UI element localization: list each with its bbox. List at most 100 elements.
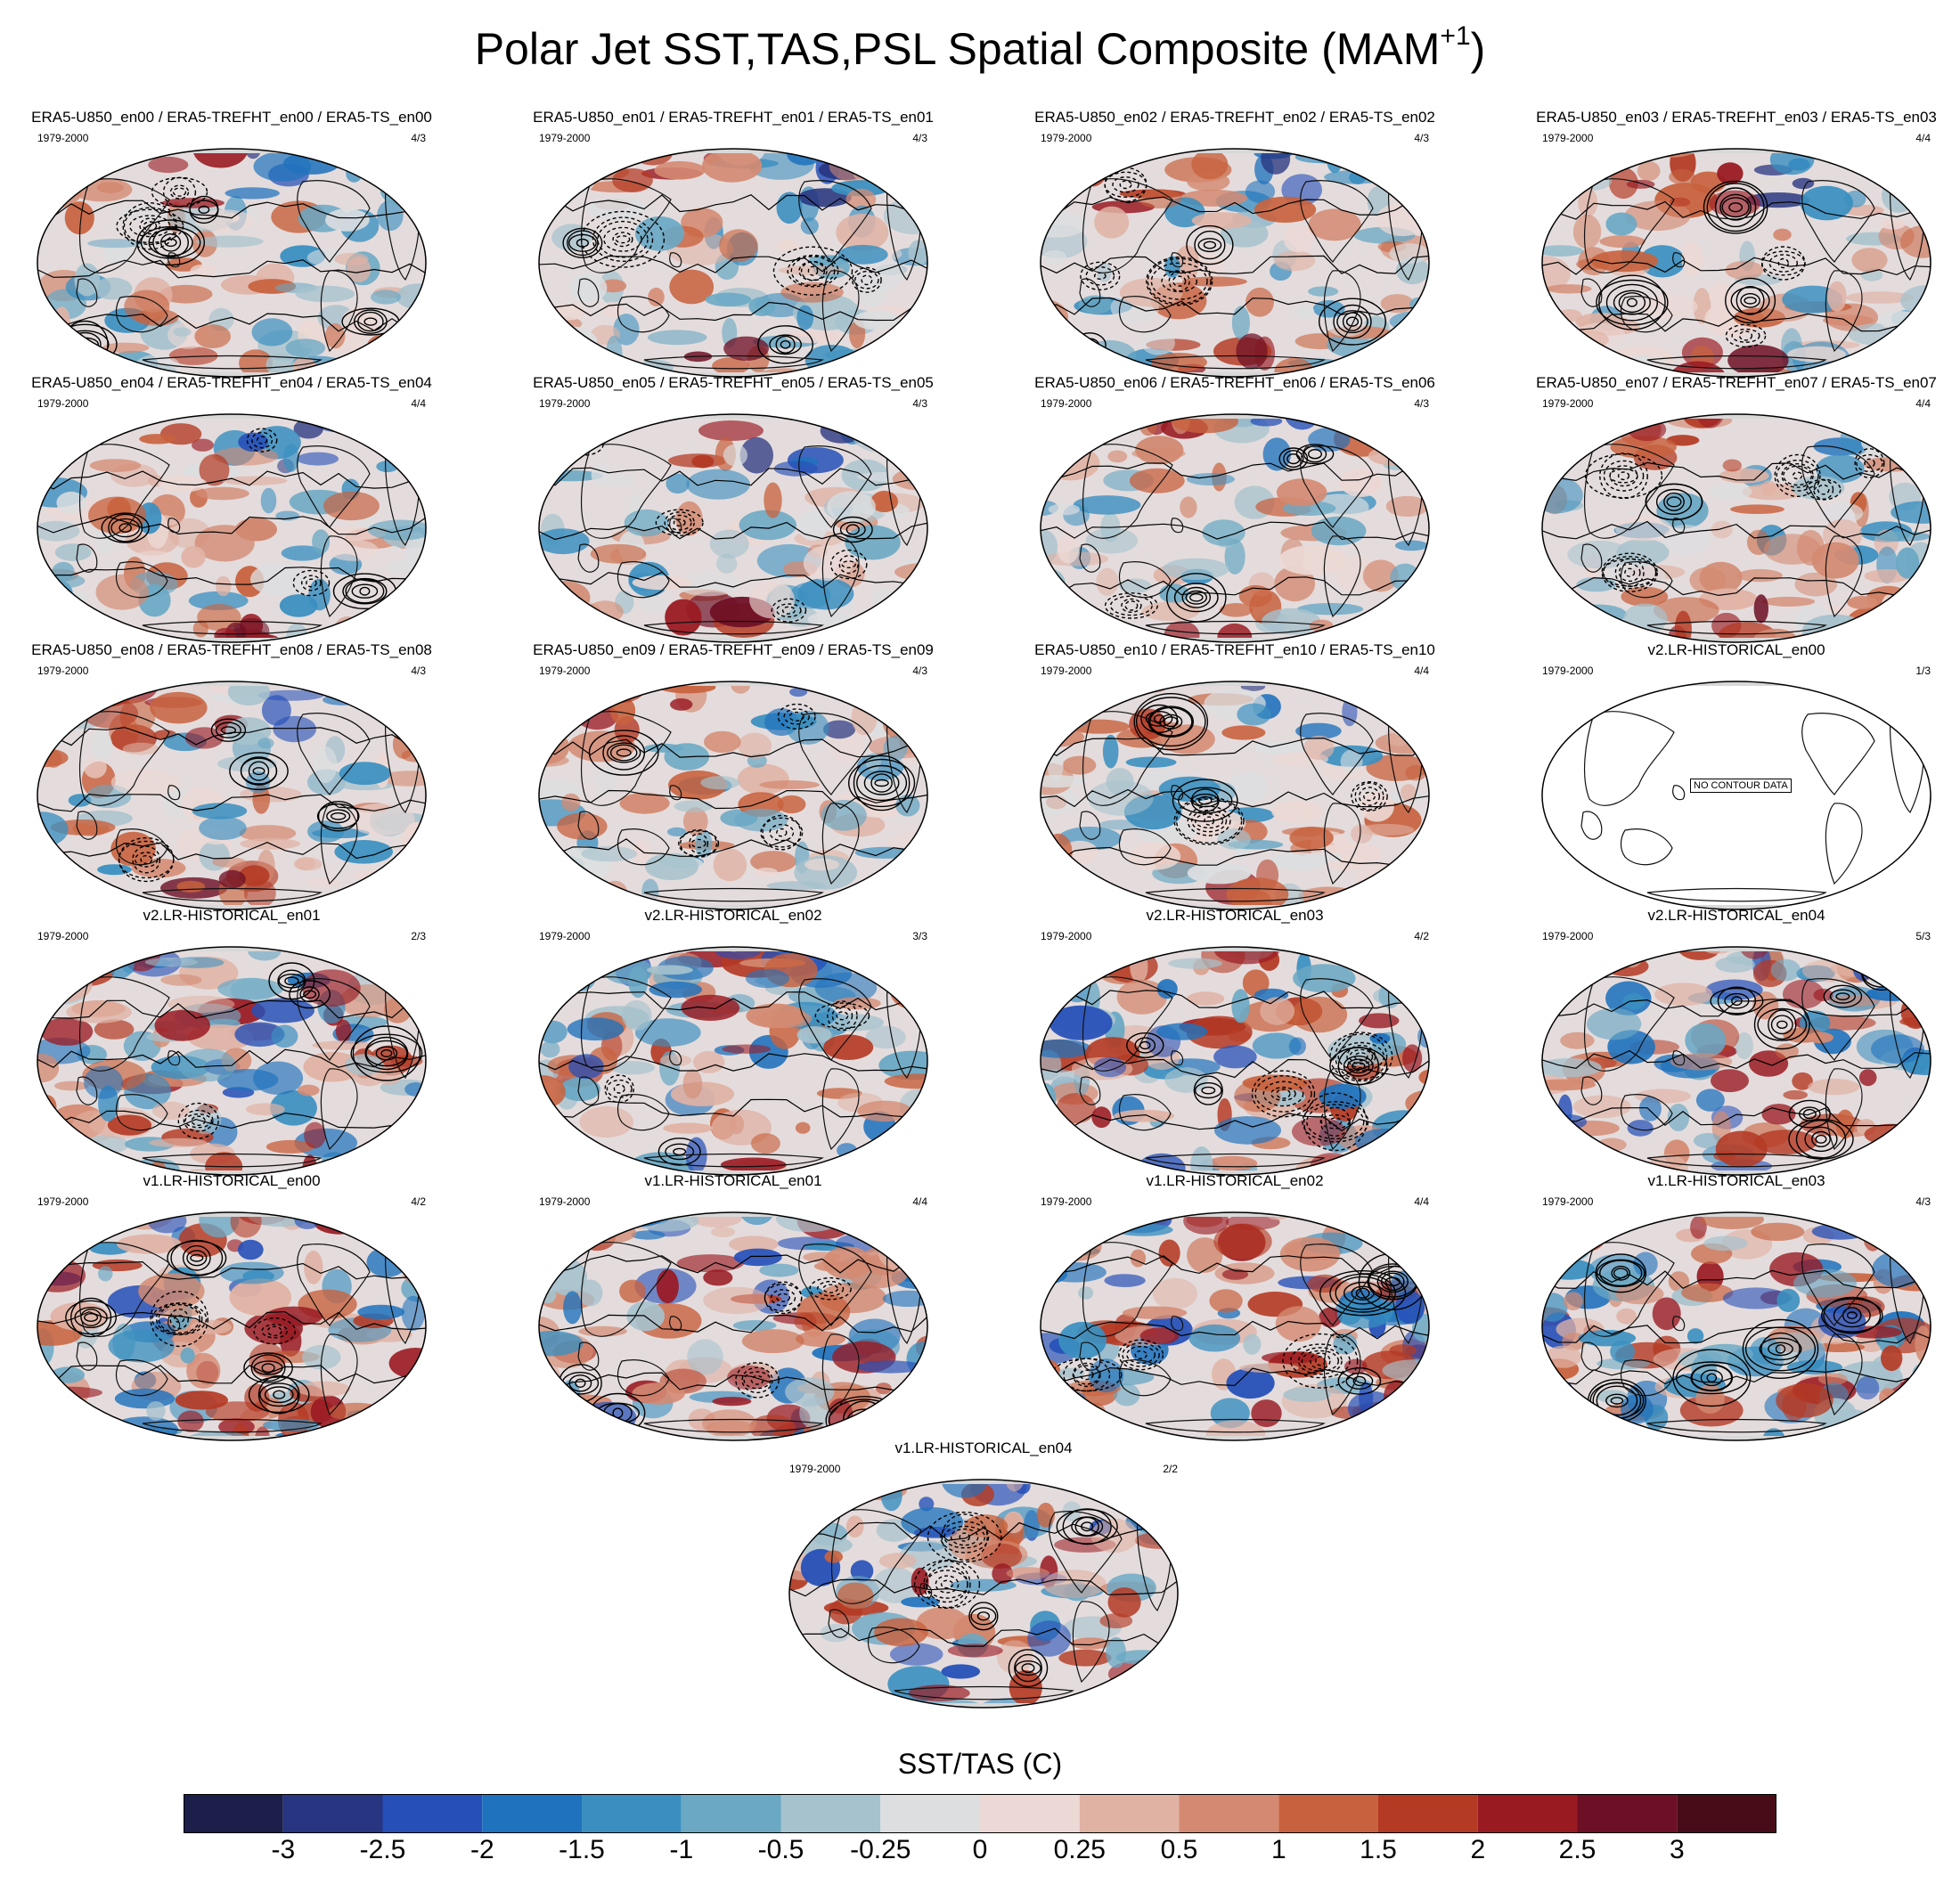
panel-title: v2.LR-HISTORICAL_en02 (644, 907, 822, 924)
colorbar-labels: -3 -2.5 -2 -1.5 -1 -0.5 -0.25 0 0.25 0.5 1 1.5 2 2.5 3 (0, 1835, 1960, 1871)
panel-period: 1979-2000 (37, 930, 89, 942)
colorbar-tick-label: -0.5 (757, 1835, 804, 1864)
world-map (37, 946, 427, 1176)
panel-ratio: 2/3 (411, 930, 426, 942)
panel-ratio: 4/3 (1414, 132, 1429, 144)
map-panel: ERA5-U850_en09 / ERA5-TREFHT_en09 / ERA5… (502, 641, 965, 910)
world-map (788, 1479, 1179, 1709)
colorbar-swatch (980, 1795, 1080, 1832)
panel-title: ERA5-U850_en02 / ERA5-TREFHT_en02 / ERA5… (1034, 109, 1435, 126)
panel-period: 1979-2000 (1542, 665, 1594, 677)
panel-ratio: 1/3 (1915, 665, 1931, 677)
panel-period: 1979-2000 (37, 665, 89, 677)
panel-title: ERA5-U850_en04 / ERA5-TREFHT_en04 / ERA5… (31, 374, 432, 391)
colorbar-swatch (1477, 1795, 1578, 1832)
colorbar-swatch (1278, 1795, 1378, 1832)
panel-period: 1979-2000 (539, 397, 591, 410)
panel-title: v2.LR-HISTORICAL_en04 (1647, 907, 1825, 924)
colorbar-tick-label: -3 (271, 1835, 296, 1864)
panel-period: 1979-2000 (1542, 397, 1594, 410)
world-map (37, 681, 427, 910)
colorbar-swatch (1378, 1795, 1478, 1832)
panel-title: v2.LR-HISTORICAL_en01 (143, 907, 321, 924)
panel-ratio: 3/3 (912, 930, 927, 942)
panel-title: ERA5-U850_en09 / ERA5-TREFHT_en09 / ERA5… (533, 641, 934, 658)
colorbar-swatch (681, 1795, 781, 1832)
panel-title: v1.LR-HISTORICAL_en00 (143, 1172, 321, 1189)
world-map (1541, 413, 1931, 643)
panel-ratio: 4/2 (411, 1195, 426, 1208)
panel-ratio: 4/3 (912, 665, 927, 677)
panel-period: 1979-2000 (1041, 132, 1092, 144)
panel-title: ERA5-U850_en10 / ERA5-TREFHT_en10 / ERA5… (1034, 641, 1435, 658)
map-panel: v1.LR-HISTORICAL_en01 1979-2000 4/4 (502, 1172, 965, 1441)
map-panel: v2.LR-HISTORICAL_en03 1979-2000 4/2 (1003, 907, 1466, 1176)
world-map (1541, 946, 1931, 1176)
map-panel: ERA5-U850_en00 / ERA5-TREFHT_en00 / ERA5… (0, 109, 463, 378)
panel-ratio: 4/3 (1414, 397, 1429, 410)
panel-grid: ERA5-U850_en00 / ERA5-TREFHT_en00 / ERA5… (0, 109, 1960, 1709)
map-panel: v2.LR-HISTORICAL_en00 1979-2000 1/3 NO CONT… (1505, 641, 1960, 910)
world-map (1040, 148, 1430, 378)
colorbar-swatch (1179, 1795, 1279, 1832)
colorbar-frame (184, 1794, 1776, 1833)
map-panel: ERA5-U850_en01 / ERA5-TREFHT_en01 / ERA5… (502, 109, 965, 378)
panel-period: 1979-2000 (1041, 1195, 1092, 1208)
map-panel: v1.LR-HISTORICAL_en02 1979-2000 4/4 (1003, 1172, 1466, 1441)
colorbar-swatch (382, 1795, 483, 1832)
colorbar-tick-label: -1 (669, 1835, 694, 1864)
panel-period: 1979-2000 (37, 397, 89, 410)
no-contour-data-label: NO CONTOUR DATA (1690, 779, 1792, 793)
panel-ratio: 4/3 (411, 665, 426, 677)
panel-title: v1.LR-HISTORICAL_en01 (644, 1172, 822, 1189)
world-map (1040, 681, 1430, 910)
world-map (1541, 681, 1931, 910)
panel-ratio: 4/3 (1915, 1195, 1931, 1208)
panel-period: 1979-2000 (1542, 132, 1594, 144)
colorbar-tick-label: 0 (972, 1835, 988, 1864)
colorbar-swatch (1079, 1795, 1180, 1832)
colorbar-tick-label: 1.5 (1360, 1835, 1397, 1864)
world-map (37, 1211, 427, 1441)
panel-period: 1979-2000 (789, 1463, 841, 1475)
panel-period: 1979-2000 (539, 930, 591, 942)
colorbar-swatch (880, 1795, 980, 1832)
panel-title: v1.LR-HISTORICAL_en03 (1647, 1172, 1825, 1189)
panel-ratio: 4/4 (912, 1195, 927, 1208)
map-panel: v1.LR-HISTORICAL_en04 1979-2000 2/2 (752, 1439, 1215, 1709)
map-panel: ERA5-U850_en03 / ERA5-TREFHT_en03 / ERA5… (1505, 109, 1960, 378)
figure-title: Polar Jet SST,TAS,PSL Spatial Composite … (474, 21, 1486, 74)
map-panel: ERA5-U850_en05 / ERA5-TREFHT_en05 / ERA5… (502, 374, 965, 643)
panel-period: 1979-2000 (539, 1195, 591, 1208)
map-panel: ERA5-U850_en06 / ERA5-TREFHT_en06 / ERA5… (1003, 374, 1466, 643)
panel-period: 1979-2000 (1542, 1195, 1594, 1208)
map-panel: ERA5-U850_en04 / ERA5-TREFHT_en04 / ERA5… (0, 374, 463, 643)
panel-period: 1979-2000 (1542, 930, 1594, 942)
colorbar-swatch (1677, 1795, 1776, 1832)
world-map (1040, 1211, 1430, 1441)
panel-period: 1979-2000 (37, 132, 89, 144)
map-panel: ERA5-U850_en07 / ERA5-TREFHT_en07 / ERA5… (1505, 374, 1960, 643)
panel-period: 1979-2000 (1041, 930, 1092, 942)
panel-period: 1979-2000 (539, 665, 591, 677)
colorbar-swatch (482, 1795, 582, 1832)
panel-title: v1.LR-HISTORICAL_en02 (1146, 1172, 1324, 1189)
panel-title: ERA5-U850_en08 / ERA5-TREFHT_en08 / ERA5… (31, 641, 432, 658)
world-map (1040, 413, 1430, 643)
colorbar-tick-label: 3 (1669, 1835, 1685, 1864)
panel-period: 1979-2000 (1041, 397, 1092, 410)
map-panel: ERA5-U850_en10 / ERA5-TREFHT_en10 / ERA5… (1003, 641, 1466, 910)
world-map (37, 413, 427, 643)
map-panel: v2.LR-HISTORICAL_en02 1979-2000 3/3 (502, 907, 965, 1176)
colorbar-title: SST/TAS (C) (897, 1748, 1063, 1780)
colorbar-swatch (184, 1795, 283, 1832)
colorbar-tick-label: 2 (1470, 1835, 1486, 1864)
panel-title: ERA5-U850_en00 / ERA5-TREFHT_en00 / ERA5… (31, 109, 432, 126)
world-map (1541, 1211, 1931, 1441)
panel-ratio: 2/2 (1163, 1463, 1178, 1475)
colorbar-tick-label: -2 (470, 1835, 494, 1864)
colorbar-tick-label: 1 (1270, 1835, 1286, 1864)
panel-ratio: 5/3 (1915, 930, 1931, 942)
map-panel: v2.LR-HISTORICAL_en04 1979-2000 5/3 (1505, 907, 1960, 1176)
panel-title: ERA5-U850_en01 / ERA5-TREFHT_en01 / ERA5… (533, 109, 934, 126)
